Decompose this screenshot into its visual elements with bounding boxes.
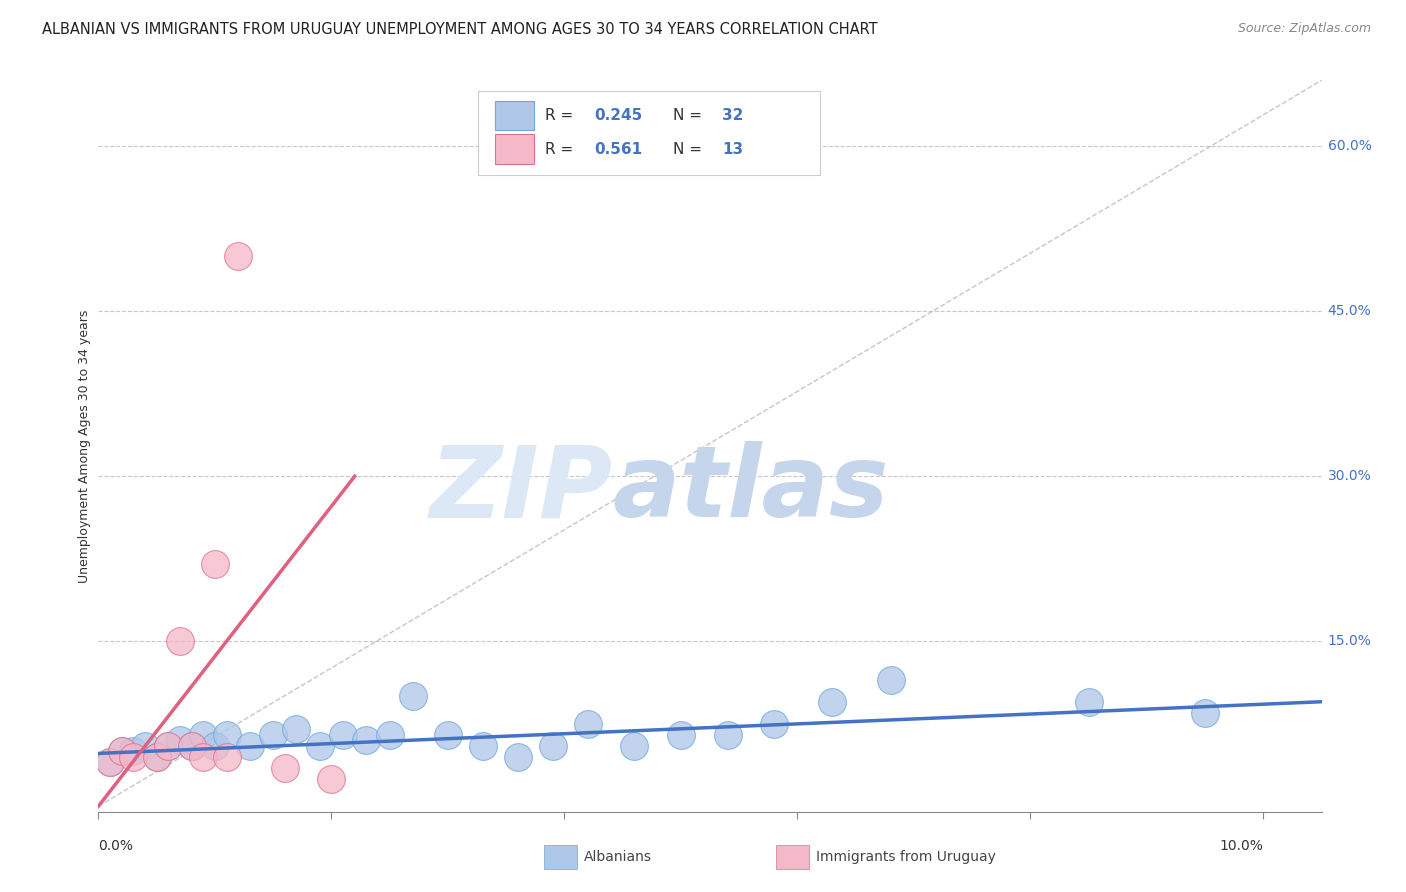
Text: 30.0%: 30.0% <box>1327 469 1371 483</box>
Point <box>506 749 529 764</box>
Point <box>262 728 284 742</box>
Text: Source: ZipAtlas.com: Source: ZipAtlas.com <box>1237 22 1371 36</box>
Point <box>169 634 191 648</box>
Point <box>821 695 844 709</box>
Text: N =: N = <box>673 142 707 156</box>
Point <box>193 728 215 742</box>
Point <box>145 749 167 764</box>
Point <box>321 772 343 786</box>
Point <box>111 744 134 758</box>
Point <box>308 739 330 753</box>
Point <box>576 716 599 731</box>
Text: 45.0%: 45.0% <box>1327 304 1371 318</box>
Point <box>169 733 191 747</box>
Point <box>157 739 180 753</box>
Text: 32: 32 <box>723 108 744 123</box>
Point <box>226 249 249 263</box>
Point <box>879 673 901 687</box>
Point <box>378 728 401 742</box>
Point <box>274 761 297 775</box>
Point <box>98 756 121 770</box>
Point <box>204 739 226 753</box>
Text: ALBANIAN VS IMMIGRANTS FROM URUGUAY UNEMPLOYMENT AMONG AGES 30 TO 34 YEARS CORRE: ALBANIAN VS IMMIGRANTS FROM URUGUAY UNEM… <box>42 22 877 37</box>
Point <box>215 728 238 742</box>
FancyBboxPatch shape <box>776 846 808 869</box>
Point <box>204 558 226 572</box>
Point <box>122 749 145 764</box>
Point <box>180 739 202 753</box>
Text: 0.0%: 0.0% <box>98 839 134 854</box>
Point <box>623 739 645 753</box>
Text: R =: R = <box>546 108 578 123</box>
Point <box>239 739 262 753</box>
Point <box>471 739 494 753</box>
Text: 60.0%: 60.0% <box>1327 139 1372 153</box>
Point <box>1194 706 1216 720</box>
Text: Immigrants from Uruguay: Immigrants from Uruguay <box>817 850 997 864</box>
Point <box>134 739 156 753</box>
Text: Albanians: Albanians <box>583 850 652 864</box>
Point <box>763 716 786 731</box>
Point <box>332 728 354 742</box>
FancyBboxPatch shape <box>478 91 820 176</box>
Text: atlas: atlas <box>612 442 889 539</box>
Y-axis label: Unemployment Among Ages 30 to 34 years: Unemployment Among Ages 30 to 34 years <box>79 310 91 582</box>
Point <box>716 728 738 742</box>
Text: 0.561: 0.561 <box>593 142 643 156</box>
FancyBboxPatch shape <box>544 846 576 869</box>
Point <box>215 749 238 764</box>
Text: 15.0%: 15.0% <box>1327 634 1372 648</box>
Text: 10.0%: 10.0% <box>1219 839 1264 854</box>
FancyBboxPatch shape <box>495 135 534 163</box>
Point <box>98 756 121 770</box>
Text: 13: 13 <box>723 142 744 156</box>
Point <box>193 749 215 764</box>
Text: ZIP: ZIP <box>429 442 612 539</box>
Text: 0.245: 0.245 <box>593 108 643 123</box>
Point <box>145 749 167 764</box>
Text: R =: R = <box>546 142 578 156</box>
Point <box>356 733 378 747</box>
Point <box>180 739 202 753</box>
Point <box>437 728 460 742</box>
Point <box>111 744 134 758</box>
FancyBboxPatch shape <box>495 101 534 130</box>
Point <box>541 739 564 753</box>
Point <box>1077 695 1099 709</box>
Point <box>402 690 425 704</box>
Text: N =: N = <box>673 108 707 123</box>
Point <box>157 739 180 753</box>
Point <box>285 723 308 737</box>
Point <box>669 728 692 742</box>
Point <box>122 744 145 758</box>
